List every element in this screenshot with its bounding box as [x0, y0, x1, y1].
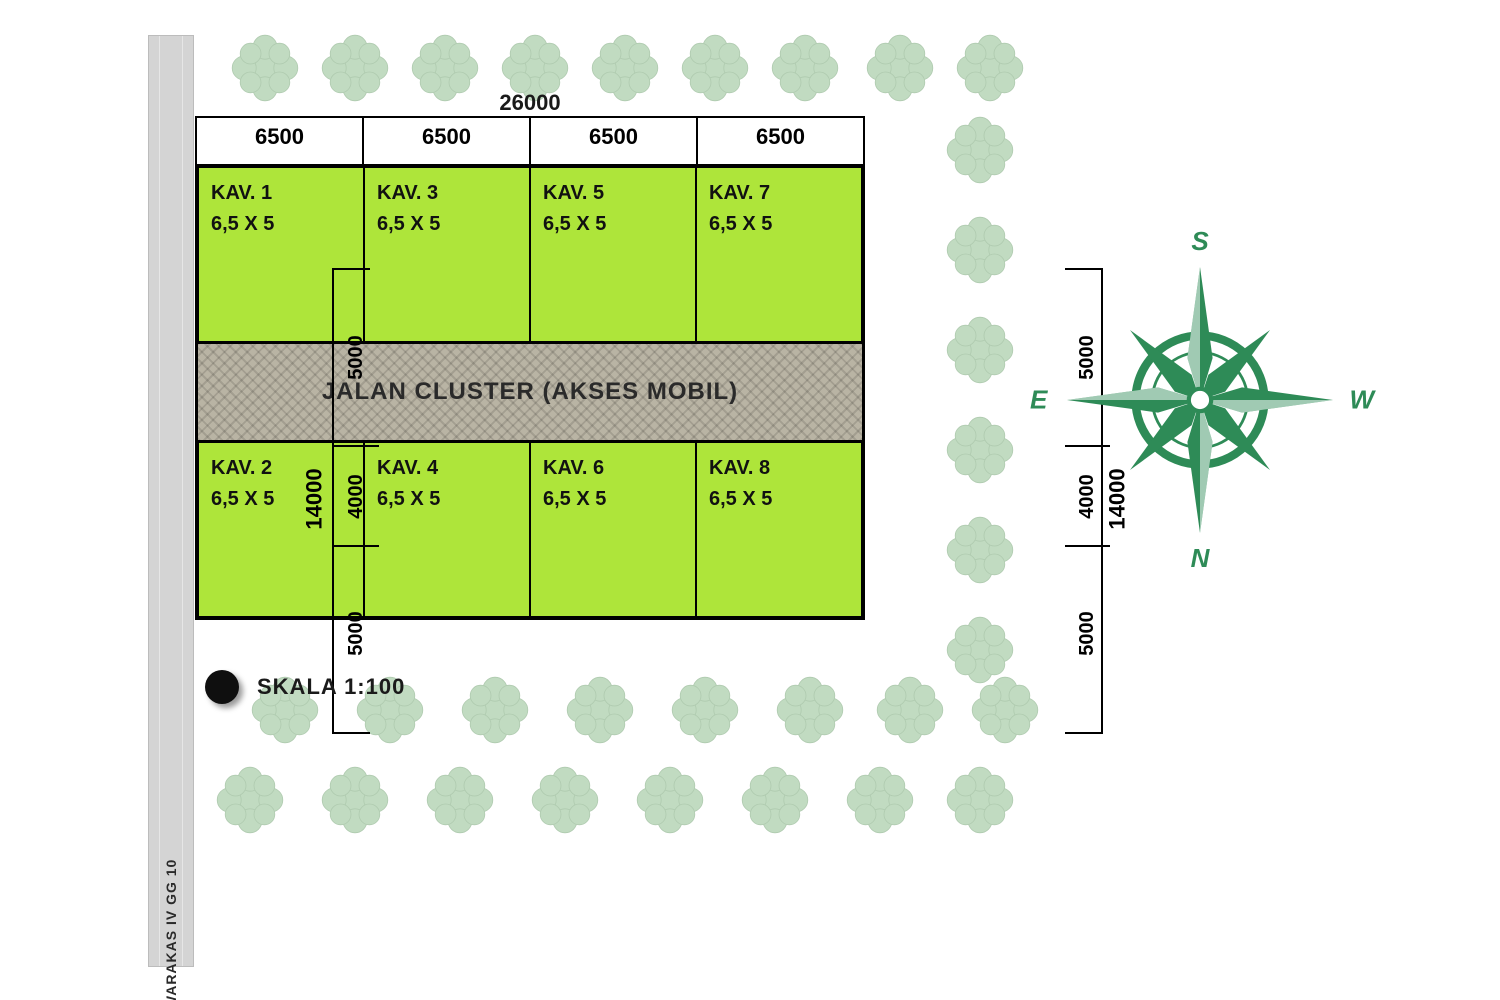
tree-icon — [455, 670, 535, 750]
dim-col-4: 6500 — [698, 118, 863, 156]
dim-rows-left: 5000 4000 5000 — [332, 268, 370, 734]
site-plan: 26000 6500 6500 6500 6500 KAV. 16,5 X 5K… — [195, 90, 865, 620]
lot-kav-5: KAV. 56,5 X 5 — [530, 167, 696, 342]
tree-icon — [940, 210, 1020, 290]
dim-col-2: 6500 — [364, 118, 531, 156]
dim-column-widths: 6500 6500 6500 6500 — [195, 116, 865, 156]
lot-name: KAV. 5 — [543, 178, 683, 209]
lot-size: 6,5 X 5 — [709, 209, 849, 240]
lot-kav-3: KAV. 36,5 X 5 — [364, 167, 530, 342]
access-street: JL. WARAKAS IV GG 10 — [148, 35, 194, 967]
tree-icon — [735, 760, 815, 840]
lot-size: 6,5 X 5 — [543, 484, 683, 515]
tree-icon — [210, 760, 290, 840]
lot-size: 6,5 X 5 — [211, 484, 351, 515]
tree-icon — [560, 670, 640, 750]
scale-dot-icon — [205, 670, 239, 704]
dim-tick-row — [195, 156, 865, 164]
tree-icon — [665, 670, 745, 750]
dim-row-1-l: 5000 — [345, 335, 368, 380]
dim-col-1: 6500 — [197, 118, 364, 156]
lot-name: KAV. 7 — [709, 178, 849, 209]
tree-icon — [940, 110, 1020, 190]
tree-icon — [860, 28, 940, 108]
tree-icon — [420, 760, 500, 840]
compass-w: W — [1349, 385, 1374, 416]
cluster-road: JALAN CLUSTER (AKSES MOBIL) — [198, 342, 862, 442]
lot-kav-7: KAV. 76,5 X 5 — [696, 167, 862, 342]
compass-e: E — [1030, 385, 1047, 416]
compass-s: S — [1191, 226, 1208, 257]
dim-col-3: 6500 — [531, 118, 698, 156]
tree-icon — [870, 670, 950, 750]
tree-icon — [950, 28, 1030, 108]
tree-icon — [770, 670, 850, 750]
tree-icon — [840, 760, 920, 840]
lot-size: 6,5 X 5 — [377, 484, 517, 515]
compass-icon — [1060, 260, 1340, 540]
lot-kav-6: KAV. 66,5 X 5 — [530, 442, 696, 617]
lot-name: KAV. 4 — [377, 453, 517, 484]
street-label: JL. WARAKAS IV GG 10 — [163, 859, 179, 1000]
lot-size: 6,5 X 5 — [543, 209, 683, 240]
lot-size: 6,5 X 5 — [377, 209, 517, 240]
lot-name: KAV. 1 — [211, 178, 351, 209]
tree-icon — [965, 670, 1045, 750]
dim-total-height-left: 14000 — [300, 268, 330, 730]
scale-label: SKALA 1:100 — [257, 674, 405, 700]
lot-size: 6,5 X 5 — [709, 484, 849, 515]
dim-total-width: 26000 — [195, 90, 865, 116]
tree-icon — [315, 760, 395, 840]
tree-icon — [940, 310, 1020, 390]
lot-name: KAV. 2 — [211, 453, 351, 484]
dim-row-3-r: 5000 — [1076, 611, 1099, 656]
lot-name: KAV. 8 — [709, 453, 849, 484]
lot-name: KAV. 6 — [543, 453, 683, 484]
scale-indicator: SKALA 1:100 — [205, 670, 405, 704]
compass-rose: S N E W — [1060, 260, 1340, 540]
tree-icon — [940, 760, 1020, 840]
dim-row-3-l: 5000 — [345, 611, 368, 656]
tree-icon — [630, 760, 710, 840]
tree-icon — [940, 510, 1020, 590]
tree-icon — [940, 610, 1020, 690]
compass-n: N — [1191, 543, 1210, 574]
lot-name: KAV. 3 — [377, 178, 517, 209]
lot-kav-8: KAV. 86,5 X 5 — [696, 442, 862, 617]
tree-icon — [525, 760, 605, 840]
dim-row-2-l: 4000 — [345, 474, 368, 519]
tree-icon — [940, 410, 1020, 490]
lot-kav-4: KAV. 46,5 X 5 — [364, 442, 530, 617]
lot-size: 6,5 X 5 — [211, 209, 351, 240]
lot-grid: KAV. 16,5 X 5KAV. 36,5 X 5KAV. 56,5 X 5K… — [195, 164, 865, 620]
